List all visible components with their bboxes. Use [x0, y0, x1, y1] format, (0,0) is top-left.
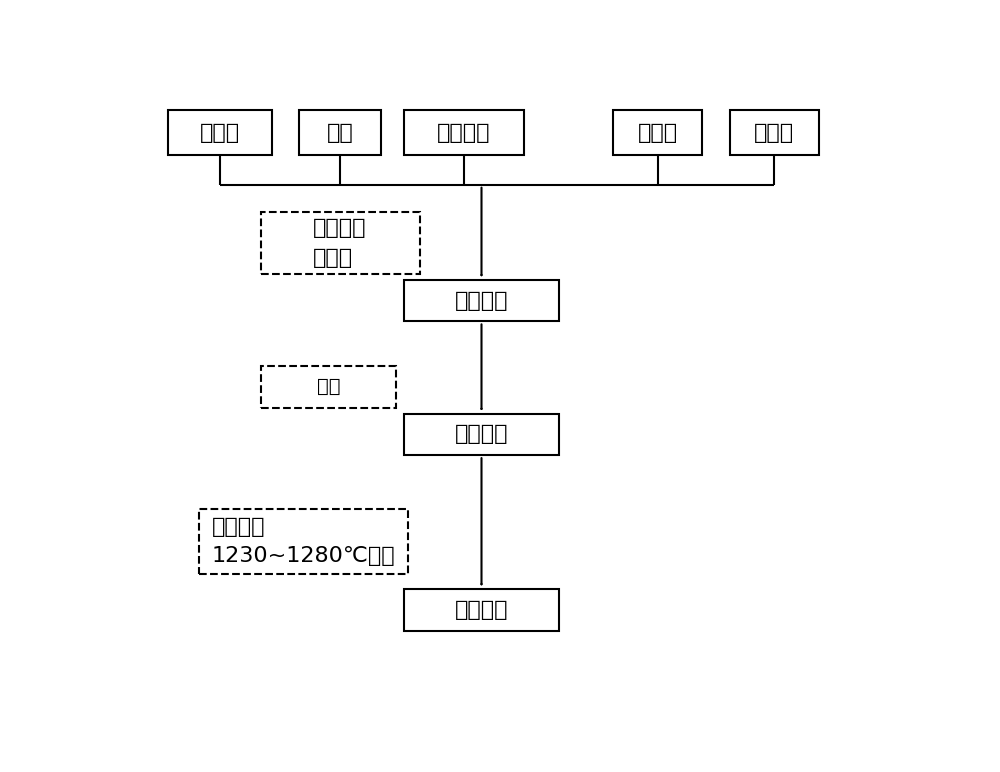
Bar: [404, 589, 559, 631]
Bar: [261, 366, 396, 408]
Bar: [404, 414, 559, 455]
Bar: [261, 212, 420, 274]
Text: 催化剂: 催化剂: [638, 123, 678, 143]
Text: 粘结剂: 粘结剂: [754, 123, 794, 143]
Text: 湿球填料: 湿球填料: [455, 291, 508, 310]
Text: 干燥: 干燥: [317, 378, 340, 396]
Text: 隔绝空气
1230~1280℃焙烧: 隔绝空气 1230~1280℃焙烧: [211, 516, 395, 566]
Bar: [613, 110, 702, 155]
Bar: [299, 110, 381, 155]
Text: 造纸污泥: 造纸污泥: [437, 123, 491, 143]
Bar: [404, 110, 524, 155]
Text: 填料产品: 填料产品: [455, 600, 508, 620]
Text: 铁精粉: 铁精粉: [200, 123, 240, 143]
Text: 干球填料: 干球填料: [455, 425, 508, 445]
Text: 煤粉: 煤粉: [327, 123, 353, 143]
Bar: [404, 280, 559, 321]
Bar: [199, 509, 408, 574]
Bar: [168, 110, 272, 155]
Bar: [730, 110, 819, 155]
Text: 混均，压
制成型: 混均，压 制成型: [313, 218, 367, 268]
